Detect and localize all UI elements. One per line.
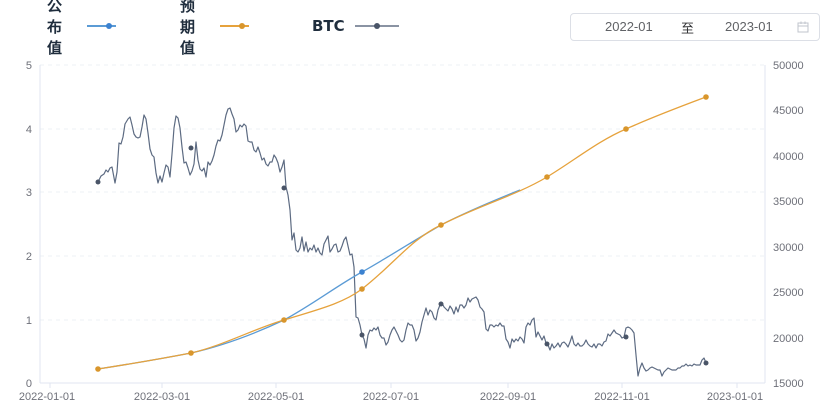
x-tick: 2022-01-01 [19,391,75,403]
btc-point[interactable] [703,360,709,366]
grid-lines [40,64,765,321]
x-tick: 2022-11-01 [594,391,649,403]
legend-label: 预期值 [180,0,196,57]
end-date-input[interactable]: 2023-01 [725,19,773,34]
expected-point[interactable] [544,174,550,180]
y-right-tick: 45000 [773,105,804,117]
line-marker-icon [354,21,399,31]
y-right-tick: 35000 [773,196,804,208]
range-separator: 至 [681,22,695,37]
x-tick: 2022-09-01 [480,391,536,403]
y-left-tick: 5 [26,60,32,72]
expected-point[interactable] [95,366,101,372]
expected-markers [95,94,709,372]
start-date-input[interactable]: 2022-01 [605,19,653,34]
btc-point[interactable] [544,341,550,347]
expected-point[interactable] [438,222,444,228]
published-point[interactable] [359,269,365,275]
expected-point[interactable] [188,350,194,356]
calendar-icon[interactable] [797,21,809,33]
legend-item-btc[interactable]: BTC [312,14,399,38]
line-marker-icon [219,21,250,31]
y-left-tick: 3 [26,187,32,199]
legend-label: 公布值 [47,0,63,57]
btc-point[interactable] [281,185,287,191]
btc-markers [95,145,709,366]
y-left-tick: 1 [26,315,32,327]
y-right-tick: 30000 [773,242,804,254]
expected-line[interactable] [97,96,707,370]
expected-point[interactable] [703,94,709,100]
expected-point[interactable] [359,286,365,292]
y-right-tick: 15000 [773,378,804,390]
x-tick: 2022-03-01 [134,391,190,403]
x-tick: 2022-07-01 [363,391,419,403]
legend-item-expected[interactable]: 预期值 [180,0,250,57]
y-right-labels: 15000 20000 25000 30000 35000 40000 4500… [773,60,804,390]
expected-point[interactable] [281,317,287,323]
btc-point[interactable] [359,332,365,338]
y-right-tick: 20000 [773,333,804,345]
y-left-labels: 0 1 2 3 4 5 [26,60,32,390]
line-marker-icon [86,21,117,31]
date-range-picker[interactable]: 2022-01 至 2023-01 [570,13,820,41]
x-tick: 2022-05-01 [248,391,304,403]
y-right-tick: 40000 [773,151,804,163]
x-tick: 2023-01-01 [707,391,763,403]
btc-point[interactable] [95,179,101,185]
btc-point[interactable] [623,334,629,340]
y-left-tick: 0 [26,378,32,390]
btc-point[interactable] [438,301,444,307]
x-axis-labels: 2022-01-01 2022-03-01 2022-05-01 2022-07… [19,391,763,403]
legend-label: BTC [312,17,345,35]
btc-point[interactable] [188,145,194,151]
legend-item-published[interactable]: 公布值 [47,0,117,57]
y-left-tick: 4 [26,124,32,136]
y-right-tick: 25000 [773,287,804,299]
x-axis-ticks [49,383,738,388]
expected-point[interactable] [623,126,629,132]
y-left-tick: 2 [26,251,32,263]
y-right-tick: 50000 [773,60,804,72]
btc-line[interactable] [97,107,707,377]
